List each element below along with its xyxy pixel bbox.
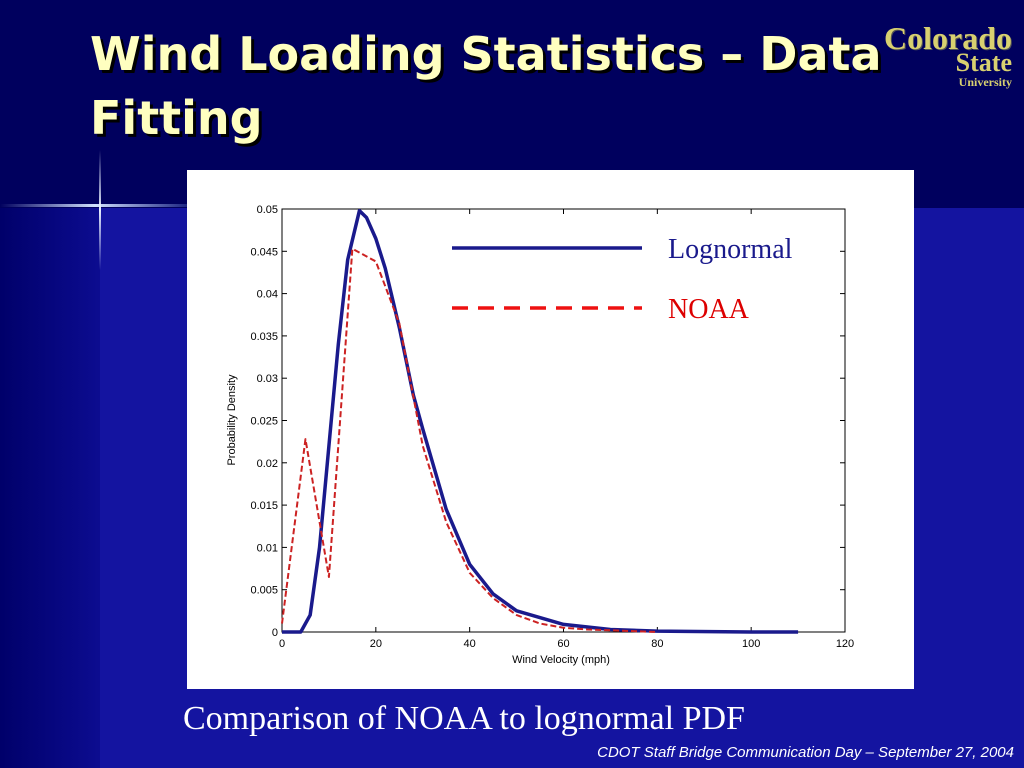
- slide-caption: Comparison of NOAA to lognormal PDF: [183, 700, 745, 737]
- pdf-chart: 0 20 40 60 80 100 120 0 0.005 0.01 0.015 0.02 0.025 0…: [226, 204, 854, 666]
- series-line-lognormal: [282, 208, 799, 634]
- legend-label: NOAA: [668, 294, 750, 325]
- y-tick-label: 0.01: [257, 542, 278, 554]
- series-line-noaa: [281, 247, 658, 633]
- x-tick-label: 120: [836, 638, 854, 650]
- left-band: [0, 208, 100, 768]
- x-tick-label: 20: [370, 638, 382, 650]
- slide-title: Wind Loading Statistics – Data Fitting: [90, 27, 882, 145]
- y-tick-label: 0: [272, 627, 278, 639]
- logo-line-2: State: [955, 48, 1012, 77]
- logo-line-1: Colorado: [884, 20, 1012, 56]
- x-tick-label: 80: [651, 638, 663, 650]
- slide-footer: CDOT Staff Bridge Communication Day – Se…: [597, 744, 1014, 761]
- y-tick-label: 0.005: [250, 585, 278, 597]
- plot-frame: [281, 208, 846, 633]
- y-tick-label: 0.015: [250, 500, 278, 512]
- x-axis-label: Wind Velocity (mph): [512, 654, 610, 666]
- y-tick-label: 0.025: [250, 416, 278, 428]
- y-tick-label: 0.03: [257, 373, 278, 385]
- y-axis-label: Probability Density: [226, 374, 238, 466]
- logo-line-3: University: [958, 75, 1012, 89]
- legend-label: Lognormal: [668, 234, 793, 265]
- y-tick-label: 0.045: [250, 246, 278, 258]
- y-tick-label: 0.035: [250, 331, 278, 343]
- y-tick-label: 0.02: [257, 458, 278, 470]
- light-flare-vertical: [99, 150, 101, 270]
- chart-panel: 0 20 40 60 80 100 120 0 0.005 0.01 0.015 0.02 0.025 0…: [187, 170, 914, 689]
- y-tick-label: 0.04: [257, 289, 278, 301]
- x-tick-label: 0: [279, 638, 285, 650]
- x-tick-label: 100: [742, 638, 760, 650]
- x-tick-label: 60: [557, 638, 569, 650]
- x-tick-label: 40: [464, 638, 476, 650]
- light-flare-horizontal: [0, 204, 190, 207]
- y-tick-label: 0.05: [257, 204, 278, 216]
- university-logo: Colorado State University: [862, 22, 1012, 88]
